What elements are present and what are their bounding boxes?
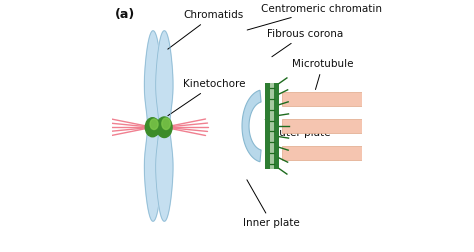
FancyBboxPatch shape xyxy=(282,146,362,160)
Ellipse shape xyxy=(145,118,160,137)
Ellipse shape xyxy=(162,118,170,130)
FancyBboxPatch shape xyxy=(282,119,362,133)
Text: Inner plate: Inner plate xyxy=(243,180,300,228)
Polygon shape xyxy=(145,31,162,221)
Text: Chromatids: Chromatids xyxy=(168,10,243,49)
FancyBboxPatch shape xyxy=(273,83,279,169)
Text: Fibrous corona: Fibrous corona xyxy=(266,29,343,57)
FancyBboxPatch shape xyxy=(282,92,362,106)
Polygon shape xyxy=(155,31,173,221)
Text: Kinetochore: Kinetochore xyxy=(168,79,246,116)
Text: Centromeric chromatin: Centromeric chromatin xyxy=(247,4,382,30)
FancyBboxPatch shape xyxy=(264,83,270,169)
Ellipse shape xyxy=(150,119,158,130)
Polygon shape xyxy=(242,90,261,162)
Text: (a): (a) xyxy=(115,8,135,21)
FancyBboxPatch shape xyxy=(270,83,273,169)
Text: Outer plate: Outer plate xyxy=(265,119,330,138)
Text: Microtubule: Microtubule xyxy=(292,59,354,89)
Ellipse shape xyxy=(156,117,172,138)
